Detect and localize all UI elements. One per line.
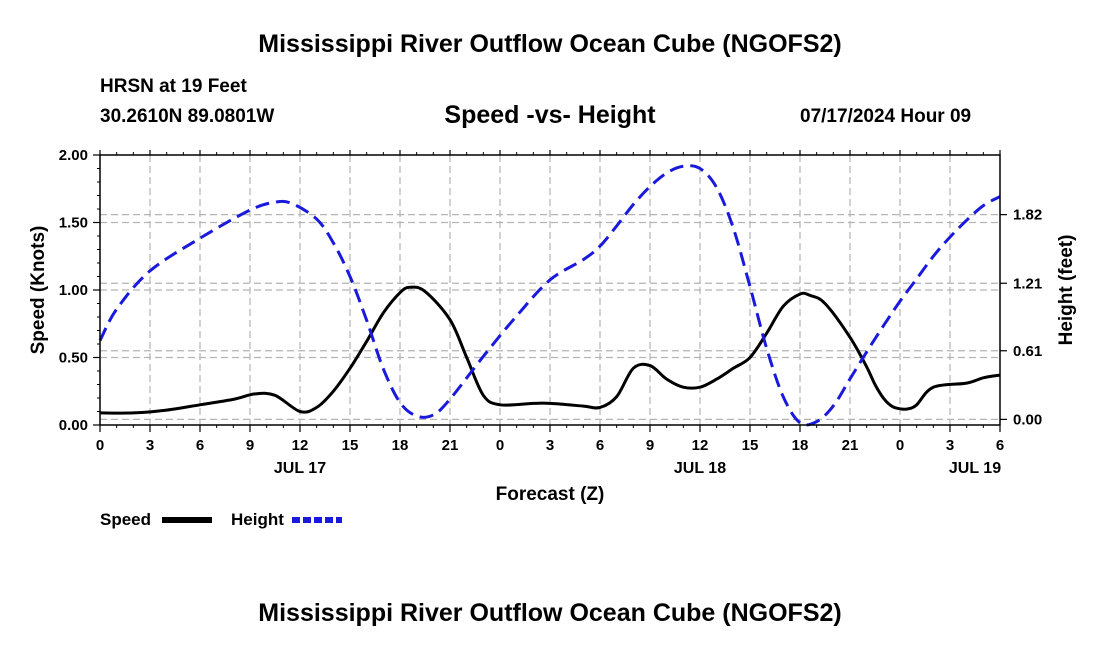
y-tick-label-right: 1.21 [1013, 275, 1042, 292]
legend-speed-label: Speed [100, 510, 152, 529]
footer-title: Mississippi River Outflow Ocean Cube (NG… [258, 599, 842, 627]
x-tick-label: 9 [246, 437, 254, 454]
x-tick-label: 18 [392, 437, 409, 454]
x-axis-title: Forecast (Z) [496, 484, 605, 505]
station-coordinates: 30.2610N 89.0801W [100, 106, 275, 127]
x-tick-label: 3 [946, 437, 954, 454]
series-layer [98, 164, 1001, 427]
y-tick-label-left: 0.50 [59, 350, 88, 367]
x-tick-label: 15 [342, 437, 359, 454]
grid-lines [100, 155, 1000, 425]
height-series-line [98, 164, 1001, 427]
x-day-label: JUL 19 [949, 460, 1001, 477]
x-tick-label: 0 [896, 437, 904, 454]
y-tick-label-left: 0.00 [59, 417, 88, 434]
speed-series-line [99, 285, 1001, 415]
forecast-datetime: 07/17/2024 Hour 09 [800, 106, 972, 127]
station-label: HRSN at 19 Feet [100, 76, 247, 97]
y-tick-label-left: 2.00 [59, 147, 88, 164]
x-tick-label: 12 [692, 437, 709, 454]
y-axis-right-title: Height (feet) [1056, 235, 1077, 346]
chart-subtitle: Speed -vs- Height [444, 101, 656, 129]
x-tick-label: 6 [996, 437, 1004, 454]
axis-ticks: 0 3 6 9 12 15 18 21 0 3 6 9 12 15 18 21 0 3 6 JUL 17 JUL 18 J… [59, 147, 1042, 477]
page-title: Mississippi River Outflow Ocean Cube (NG… [258, 30, 842, 58]
x-day-label: JUL 17 [274, 460, 326, 477]
x-tick-label: 15 [742, 437, 759, 454]
legend-height-label: Height [231, 510, 284, 529]
y-tick-label-right: 1.82 [1013, 207, 1042, 224]
x-tick-label: 18 [792, 437, 809, 454]
x-tick-label: 3 [146, 437, 154, 454]
x-tick-label: 3 [546, 437, 554, 454]
y-tick-label-left: 1.00 [59, 282, 88, 299]
x-tick-label: 0 [96, 437, 104, 454]
x-day-label: JUL 18 [674, 460, 726, 477]
y-axis-left-title: Speed (Knots) [28, 226, 49, 355]
y-tick-label-right: 0.00 [1013, 411, 1042, 428]
y-tick-label-left: 1.50 [59, 215, 88, 232]
x-tick-label: 6 [196, 437, 204, 454]
x-tick-label: 12 [292, 437, 309, 454]
x-tick-label: 21 [442, 437, 459, 454]
x-tick-label: 0 [496, 437, 504, 454]
x-tick-label: 6 [596, 437, 604, 454]
x-tick-label: 9 [646, 437, 654, 454]
y-tick-label-right: 0.61 [1013, 343, 1042, 360]
axis-labels: Forecast (Z) Speed (Knots) Height (feet) [28, 226, 1077, 505]
x-tick-label: 21 [842, 437, 859, 454]
